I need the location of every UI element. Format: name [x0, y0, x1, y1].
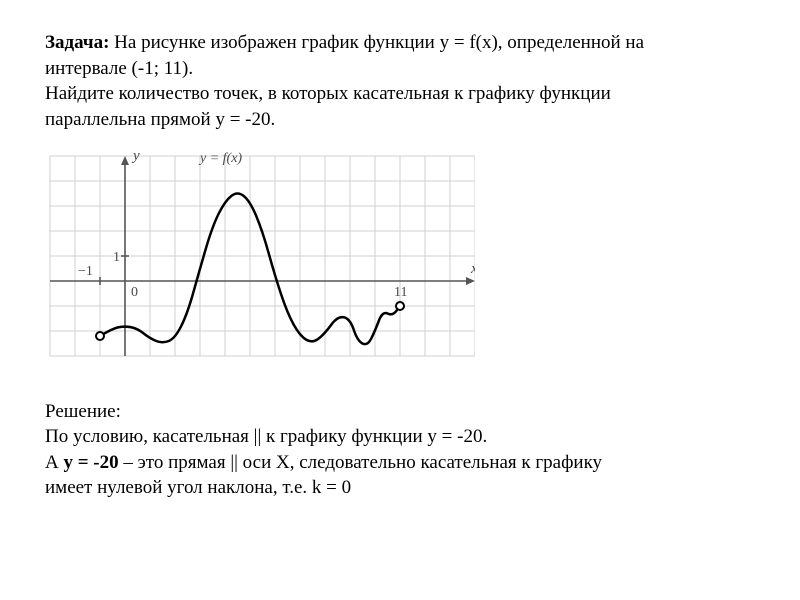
- solution-block: Решение: По условию, касательная || к гр…: [45, 399, 755, 502]
- solution-heading: Решение:: [45, 401, 121, 422]
- problem-line3: Найдите количество точек, в которых каса…: [45, 83, 611, 104]
- svg-text:y: y: [131, 151, 140, 164]
- svg-text:11: 11: [394, 285, 407, 300]
- solution-line1: По условию, касательная || к графику фун…: [45, 426, 487, 447]
- problem-label: Задача:: [45, 32, 109, 53]
- graph-figure: y x y = f(x) −1 1 0 11: [45, 151, 755, 371]
- solution-line2-suffix: – это прямая || оси X, следовательно кас…: [119, 452, 602, 473]
- solution-line3: имеет нулевой угол наклона, т.е. k = 0: [45, 477, 351, 498]
- function-graph: y x y = f(x) −1 1 0 11: [45, 151, 475, 371]
- problem-line4: параллельна прямой y = -20.: [45, 109, 275, 130]
- problem-statement: Задача: На рисунке изображен график функ…: [45, 30, 755, 133]
- problem-line2: интервале (-1; 11).: [45, 58, 193, 79]
- problem-line1: На рисунке изображен график функции y = …: [109, 32, 644, 53]
- svg-text:y = f(x): y = f(x): [198, 151, 242, 166]
- svg-text:−1: −1: [78, 264, 93, 279]
- solution-line2-prefix: А: [45, 452, 63, 473]
- svg-text:x: x: [470, 261, 475, 277]
- svg-text:1: 1: [113, 250, 120, 265]
- svg-text:0: 0: [131, 285, 138, 300]
- solution-line2-bold: y = -20: [63, 452, 118, 473]
